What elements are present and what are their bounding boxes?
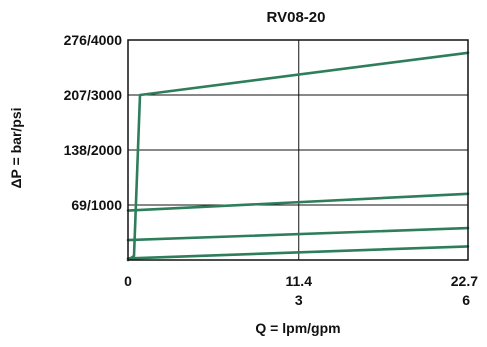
plot-frame — [127, 39, 469, 261]
y-tick-label: 207/3000 — [64, 87, 123, 103]
y-tick-label: 138/2000 — [64, 142, 123, 158]
x-axis-label: Q = lpm/gpm — [255, 320, 340, 336]
series-line-3 — [126, 226, 470, 242]
y-axis-label: ΔP = bar/psi — [8, 107, 24, 188]
x-tick-label: 22.7 — [451, 273, 478, 289]
x-tick-labels: 0 11.4 3 22.7 6 — [124, 273, 478, 308]
y-tick-label: 69/1000 — [71, 197, 122, 213]
series-line-4 — [126, 245, 470, 260]
y-tick-label: 276/4000 — [64, 32, 123, 48]
x-tick-label: 11.4 — [286, 273, 313, 289]
grid-lines — [128, 40, 468, 260]
x-tick-label-gpm: 6 — [462, 292, 470, 308]
chart-title: RV08-20 — [267, 9, 326, 26]
y-tick-labels: 69/1000 138/2000 207/3000 276/4000 — [64, 32, 123, 213]
x-tick-label-gpm: 3 — [295, 292, 303, 308]
series-line-2 — [126, 192, 470, 212]
x-tick-label: 0 — [124, 273, 132, 289]
series-lines — [126, 51, 470, 262]
